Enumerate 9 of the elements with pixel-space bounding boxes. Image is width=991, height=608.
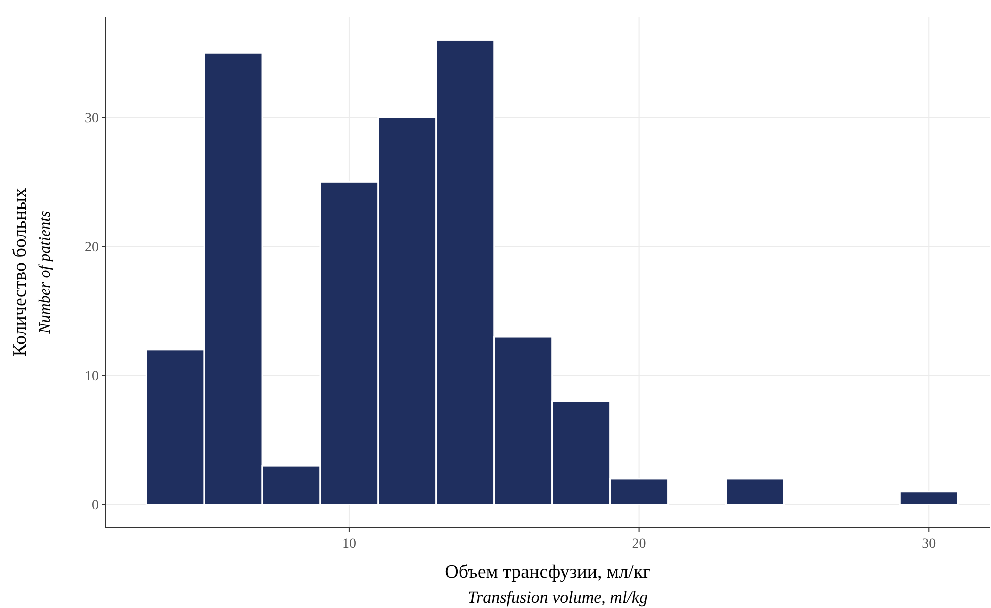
x-axis-title: Объем трансфузии, мл/кг Transfusion volume, ml/kg <box>445 562 652 607</box>
x-tick-label: 30 <box>922 537 936 552</box>
y-tick-label: 0 <box>92 498 99 514</box>
x-tick-label: 20 <box>632 537 646 552</box>
y-axis-title: Количество больных Number of patients <box>10 188 54 357</box>
y-tick-label: 20 <box>85 240 99 256</box>
x-tick-label: 10 <box>342 537 356 552</box>
y-tick-label: 10 <box>85 370 99 385</box>
y-tick-label: 30 <box>85 112 99 127</box>
